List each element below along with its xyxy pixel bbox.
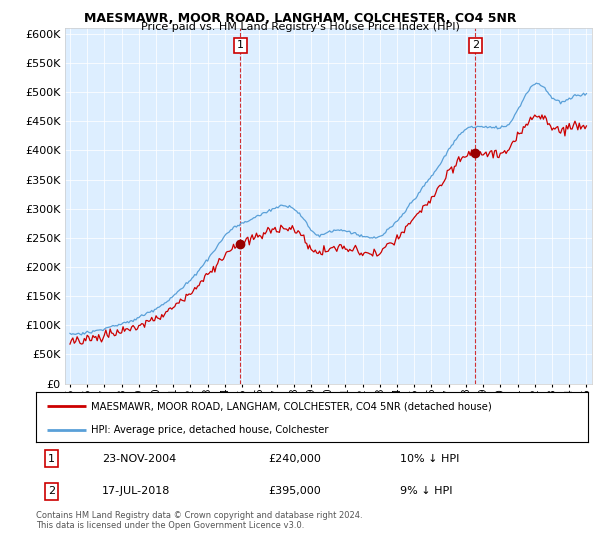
Text: MAESMAWR, MOOR ROAD, LANGHAM, COLCHESTER, CO4 5NR (detached house): MAESMAWR, MOOR ROAD, LANGHAM, COLCHESTER… [91, 401, 492, 411]
Text: 23-NOV-2004: 23-NOV-2004 [102, 454, 176, 464]
Text: £240,000: £240,000 [268, 454, 321, 464]
Text: 1: 1 [48, 454, 55, 464]
Text: Price paid vs. HM Land Registry's House Price Index (HPI): Price paid vs. HM Land Registry's House … [140, 22, 460, 32]
Text: HPI: Average price, detached house, Colchester: HPI: Average price, detached house, Colc… [91, 425, 329, 435]
Text: 10% ↓ HPI: 10% ↓ HPI [400, 454, 460, 464]
Text: MAESMAWR, MOOR ROAD, LANGHAM, COLCHESTER, CO4 5NR: MAESMAWR, MOOR ROAD, LANGHAM, COLCHESTER… [84, 12, 516, 25]
Text: 1: 1 [237, 40, 244, 50]
Text: 2: 2 [48, 487, 55, 496]
Text: 17-JUL-2018: 17-JUL-2018 [102, 487, 170, 496]
Text: 2: 2 [472, 40, 479, 50]
Text: Contains HM Land Registry data © Crown copyright and database right 2024.
This d: Contains HM Land Registry data © Crown c… [36, 511, 362, 530]
Text: £395,000: £395,000 [268, 487, 320, 496]
Text: 9% ↓ HPI: 9% ↓ HPI [400, 487, 453, 496]
